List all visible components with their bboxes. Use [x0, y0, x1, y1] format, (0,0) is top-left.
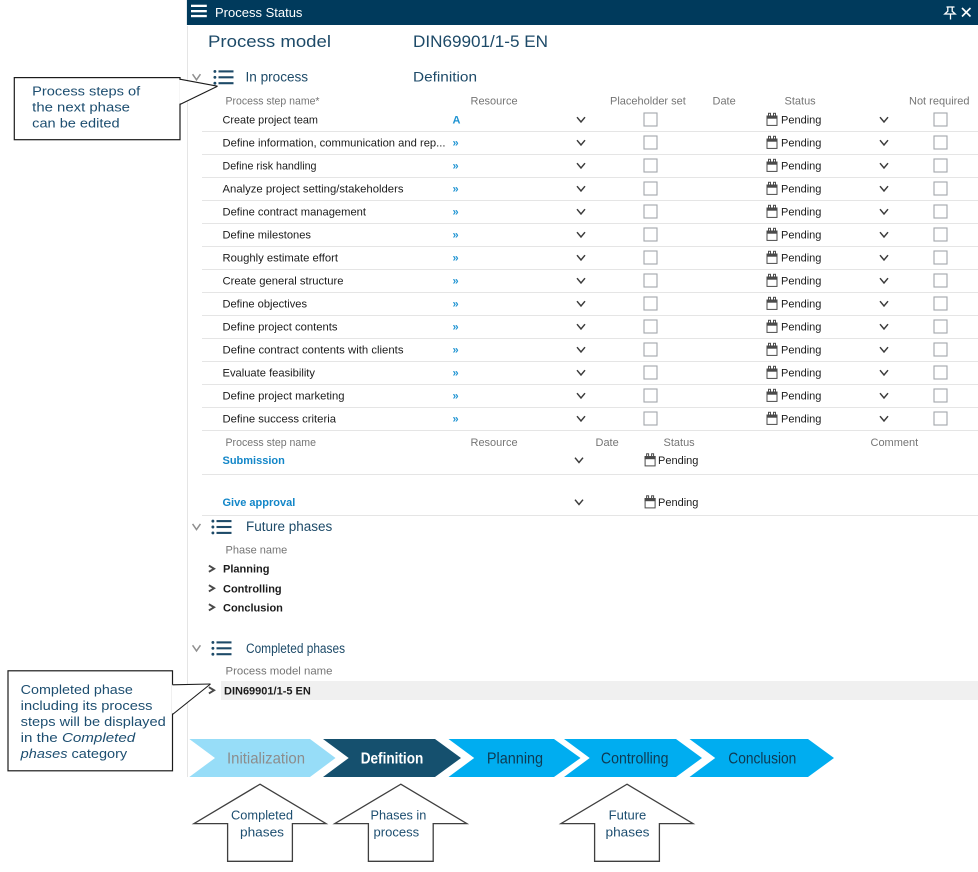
svg-text:Date: Date [713, 96, 736, 108]
svg-text:Pending: Pending [781, 253, 821, 265]
svg-text:Process step name*: Process step name* [226, 96, 321, 108]
svg-text:Define information, communicat: Define information, communication and re… [223, 138, 446, 150]
svg-text:Give approval: Give approval [223, 497, 296, 509]
svg-text:Pending: Pending [781, 184, 821, 196]
svg-text:Pending: Pending [658, 455, 698, 467]
svg-text:Phases in: Phases in [371, 809, 427, 823]
svg-text:can be edited: can be edited [32, 116, 119, 131]
svg-text:Planning: Planning [223, 564, 269, 576]
svg-text:Process steps of: Process steps of [32, 83, 140, 98]
svg-text:Pending: Pending [781, 207, 821, 219]
svg-text:Pending: Pending [781, 345, 821, 357]
svg-text:Status: Status [785, 96, 817, 108]
svg-text:steps will be displayed: steps will be displayed [21, 714, 166, 729]
svg-text:In process: In process [246, 70, 309, 85]
svg-text:including its process: including its process [21, 698, 153, 713]
svg-text:Definition: Definition [361, 750, 424, 767]
svg-text:Pending: Pending [781, 368, 821, 380]
svg-text:Pending: Pending [781, 161, 821, 173]
svg-text:phases category: phases category [20, 746, 128, 761]
svg-text:Resource: Resource [471, 96, 518, 108]
svg-text:Completed: Completed [231, 809, 293, 823]
svg-text:DIN69901/1-5 EN: DIN69901/1-5 EN [224, 685, 311, 697]
svg-text:Completed phase: Completed phase [21, 682, 133, 697]
svg-text:Submission: Submission [223, 455, 286, 467]
svg-text:Define contract management: Define contract management [223, 207, 367, 219]
svg-text:process: process [374, 825, 420, 839]
svg-text:»: » [453, 161, 459, 173]
svg-text:Comment: Comment [871, 437, 919, 449]
svg-text:Pending: Pending [781, 414, 821, 426]
svg-text:»: » [453, 322, 459, 334]
svg-text:Not required: Not required [909, 96, 970, 108]
svg-text:Define objectives: Define objectives [223, 299, 308, 311]
svg-text:Definition: Definition [413, 70, 477, 85]
svg-text:A: A [453, 115, 461, 127]
svg-text:Roughly estimate effort: Roughly estimate effort [223, 253, 339, 265]
svg-text:»: » [453, 207, 459, 219]
svg-text:phases: phases [240, 825, 284, 839]
svg-text:»: » [453, 345, 459, 357]
svg-text:Pending: Pending [781, 138, 821, 150]
svg-text:Define milestones: Define milestones [223, 230, 312, 242]
svg-text:Future phases: Future phases [246, 519, 332, 534]
svg-text:Process step name: Process step name [226, 437, 317, 449]
svg-text:Pending: Pending [658, 497, 698, 509]
svg-text:Create project team: Create project team [223, 115, 319, 127]
svg-text:Conclusion: Conclusion [223, 602, 283, 614]
svg-text:Define contract contents with: Define contract contents with clients [223, 345, 405, 357]
svg-text:Future: Future [609, 809, 647, 823]
svg-text:Create general structure: Create general structure [223, 276, 344, 288]
svg-text:Process Status: Process Status [215, 5, 303, 20]
svg-text:phases: phases [606, 825, 650, 839]
svg-text:Pending: Pending [781, 115, 821, 127]
svg-text:»: » [453, 138, 459, 150]
svg-text:Define project marketing: Define project marketing [223, 391, 345, 403]
svg-text:»: » [453, 391, 459, 403]
svg-text:Planning: Planning [487, 750, 543, 767]
svg-text:the next phase: the next phase [32, 99, 130, 114]
svg-text:in the Completed: in the Completed [21, 730, 136, 745]
svg-text:DIN69901/1-5 EN: DIN69901/1-5 EN [413, 33, 548, 51]
svg-text:Controlling: Controlling [601, 750, 669, 767]
svg-text:Pending: Pending [781, 391, 821, 403]
svg-text:»: » [453, 253, 459, 265]
svg-text:»: » [453, 368, 459, 380]
svg-text:Initialization: Initialization [227, 750, 305, 767]
svg-text:Status: Status [664, 437, 696, 449]
svg-text:Define risk handling: Define risk handling [223, 161, 317, 173]
svg-text:Process model: Process model [208, 33, 331, 51]
svg-text:Pending: Pending [781, 322, 821, 334]
svg-text:Date: Date [596, 437, 619, 449]
svg-text:»: » [453, 184, 459, 196]
svg-text:Phase name: Phase name [226, 545, 288, 557]
svg-text:Placeholder set: Placeholder set [610, 96, 686, 108]
svg-text:Pending: Pending [781, 230, 821, 242]
svg-text:Evaluate feasibility: Evaluate feasibility [223, 368, 316, 380]
svg-text:»: » [453, 414, 459, 426]
svg-text:Analyze project setting/stakeh: Analyze project setting/stakeholders [223, 184, 405, 196]
svg-text:Resource: Resource [471, 437, 518, 449]
svg-text:Define success criteria: Define success criteria [223, 414, 337, 426]
svg-text:»: » [453, 299, 459, 311]
svg-text:»: » [453, 230, 459, 242]
svg-text:»: » [453, 276, 459, 288]
svg-text:Process model name: Process model name [226, 665, 333, 677]
svg-text:Conclusion: Conclusion [728, 750, 796, 767]
svg-text:Controlling: Controlling [223, 583, 282, 595]
svg-text:Define project contents: Define project contents [223, 322, 339, 334]
svg-text:Pending: Pending [781, 276, 821, 288]
svg-text:Completed phases: Completed phases [246, 641, 345, 656]
svg-text:Pending: Pending [781, 299, 821, 311]
